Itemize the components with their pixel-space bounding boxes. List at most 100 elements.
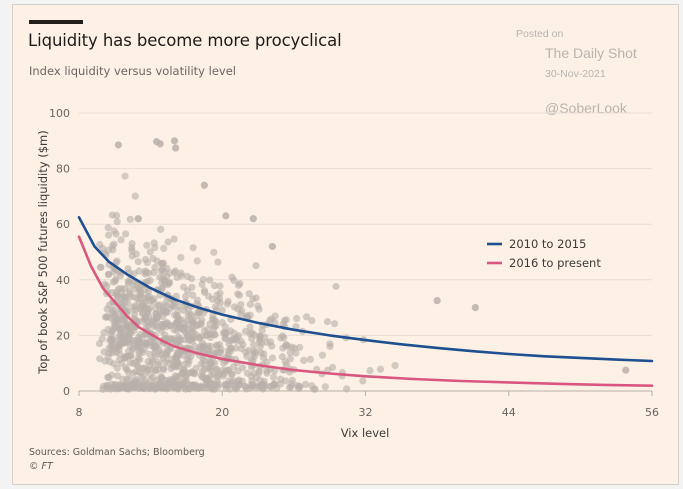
y-tick-label: 40 xyxy=(56,274,70,287)
scatter-illustration-point xyxy=(282,361,291,369)
scatter-illustration-point xyxy=(258,326,266,334)
scatter-illustration-point xyxy=(332,282,340,291)
scatter-illustration-point xyxy=(249,357,257,365)
x-tick-label: 44 xyxy=(502,406,516,419)
scatter-illustration-point xyxy=(136,356,144,364)
scatter-illustration-point xyxy=(132,368,140,376)
scatter-illustration-point xyxy=(98,335,106,343)
scatter-illustration-point xyxy=(120,292,128,300)
scatter-illustration-point xyxy=(246,300,254,309)
scatter-illustration-point xyxy=(246,330,254,338)
gridlines xyxy=(79,112,652,336)
scatter-illustration-point xyxy=(128,244,136,252)
scatter-illustration-point xyxy=(151,352,160,360)
scatter-illustration-point xyxy=(188,335,196,343)
scatter-illustration-point xyxy=(213,373,221,381)
y-tick-label: 0 xyxy=(63,385,70,398)
scatter-illustration-point xyxy=(306,355,314,363)
scatter-illustration-point xyxy=(237,345,245,353)
scatter-illustration-point xyxy=(173,327,181,335)
scatter-illustration-point xyxy=(252,348,260,356)
scatter-illustration-point xyxy=(236,280,244,288)
scatter-outlier-point xyxy=(170,137,179,145)
scatter-illustration-point xyxy=(115,332,123,340)
scatter-illustration-point xyxy=(221,323,229,331)
scatter-illustration-point xyxy=(110,360,118,368)
scatter-illustration-point xyxy=(197,342,205,350)
scatter-illustration-point xyxy=(326,342,334,351)
scatter-illustration-point xyxy=(104,224,112,232)
scatter-illustration-point xyxy=(300,356,308,365)
scatter-illustration-point xyxy=(200,361,208,369)
scatter-illustration-point xyxy=(137,344,145,353)
scatter-illustration-point xyxy=(206,276,214,284)
scatter-illustration-point xyxy=(146,370,154,378)
scatter-illustration-point xyxy=(302,380,310,388)
scatter-illustration-point xyxy=(266,338,275,346)
scatter-illustration-point xyxy=(124,279,133,287)
scatter-illustration-point xyxy=(105,374,113,382)
scatter-illustration-point xyxy=(164,380,173,388)
scatter-illustration-point xyxy=(250,341,258,349)
scatter-illustration-point xyxy=(160,244,168,253)
scatter-illustration-point xyxy=(189,317,198,325)
scatter-illustration-point xyxy=(210,282,219,290)
scatter-illustration-point xyxy=(278,353,286,361)
scatter-illustration-point xyxy=(110,313,118,321)
scatter-illustration-point xyxy=(292,349,300,357)
watermark-posted: Posted on xyxy=(516,28,564,40)
scatter-illustration-point xyxy=(116,350,124,358)
scatter-illustration-point xyxy=(308,316,316,325)
scatter-illustration-point xyxy=(132,285,140,293)
scatter-illustration-point xyxy=(124,299,132,308)
scatter-illustration-point xyxy=(117,236,125,244)
scatter-illustration-point xyxy=(197,383,205,391)
scatter-illustration-point xyxy=(246,323,254,331)
scatter-illustration-point xyxy=(228,370,236,378)
scatter-illustration-point xyxy=(121,284,129,293)
scatter-illustration-point xyxy=(179,351,187,360)
scatter-illustration-point xyxy=(376,365,385,373)
scatter-illustration-point xyxy=(203,331,211,339)
scatter-illustration-point xyxy=(108,211,116,219)
scatter-illustration-point xyxy=(152,367,160,375)
scatter-illustration-point xyxy=(211,303,219,311)
scatter-illustration-point xyxy=(259,381,267,389)
scatter-illustration-point xyxy=(187,274,196,283)
scatter-outlier-point xyxy=(433,297,441,305)
x-tick-label: 32 xyxy=(359,406,373,419)
watermark-handle: @SoberLook xyxy=(545,100,627,116)
scatter-illustration-point xyxy=(254,302,262,310)
scatter-illustration-point xyxy=(158,259,166,268)
scatter-illustration-point xyxy=(170,311,179,319)
scatter-illustration-point xyxy=(105,344,113,352)
scatter-illustration-point xyxy=(126,215,134,223)
scatter-illustration-point xyxy=(135,267,143,275)
scatter-illustration-point xyxy=(170,235,178,243)
scatter-illustration-point xyxy=(243,352,251,360)
scatter-illustration-point xyxy=(238,364,247,372)
scatter-illustration-point xyxy=(210,248,218,256)
scatter-illustration-point xyxy=(171,372,179,380)
scatter-outlier-point xyxy=(622,366,630,374)
scatter-illustration-point xyxy=(141,302,149,310)
scatter-illustration-point xyxy=(104,231,113,239)
scatter-illustration-point xyxy=(155,301,163,309)
x-axis-label: Vix level xyxy=(341,426,390,440)
scatter-illustration-point xyxy=(159,322,167,330)
scatter-illustration-point xyxy=(184,369,192,377)
axes: 0 20 40 60 80 100 8 20 32 44 56 xyxy=(49,107,659,419)
scatter-illustration-point xyxy=(131,310,139,319)
scatter-illustration-point xyxy=(252,383,260,391)
scatter-illustration-point xyxy=(249,295,257,303)
scatter-illustration-point xyxy=(206,320,214,328)
scatter-illustration-point xyxy=(203,374,211,382)
scatter-illustration-point xyxy=(150,269,158,277)
y-tick-label: 100 xyxy=(49,107,70,120)
scatter-illustration-point xyxy=(310,385,318,393)
scatter-illustration-point xyxy=(100,329,108,337)
scatter-illustration-point xyxy=(226,344,234,352)
scatter-outlier-point xyxy=(249,215,257,223)
scatter-illustration-point xyxy=(135,298,143,306)
